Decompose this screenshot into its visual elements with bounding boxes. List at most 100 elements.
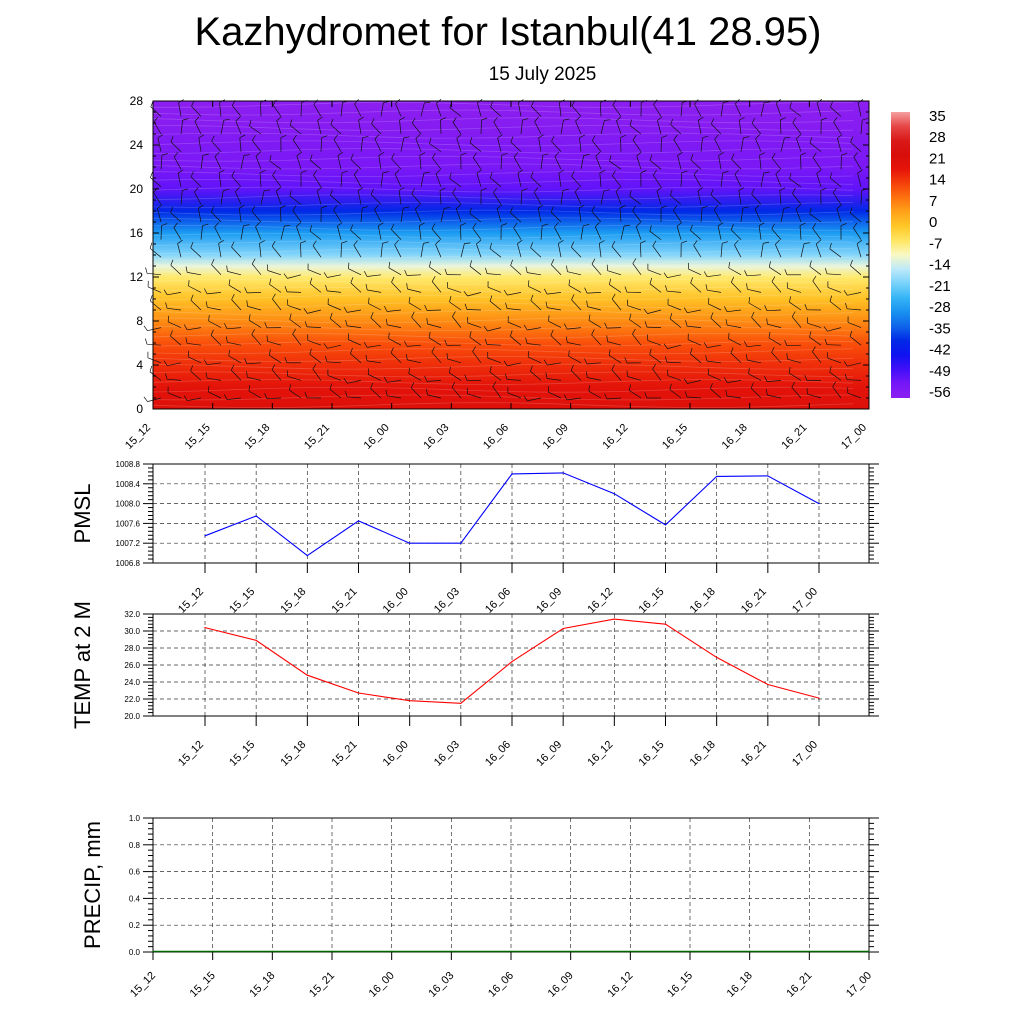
wind-barb-staff xyxy=(411,316,422,328)
x-tick-label: 16_12 xyxy=(585,586,615,616)
wind-barb xyxy=(528,280,542,293)
wind-barb xyxy=(180,118,189,135)
wind-barb xyxy=(533,187,542,205)
wind-barb xyxy=(760,171,770,187)
wind-barb-staff xyxy=(738,190,742,205)
wind-barb-feather xyxy=(490,101,494,108)
wind-barb-feather xyxy=(723,100,730,103)
wind-barb-staff xyxy=(287,274,302,279)
wind-barb-staff xyxy=(487,286,502,293)
wind-barb-feather xyxy=(537,204,544,209)
wind-barb-staff xyxy=(807,393,822,399)
wind-barb-staff xyxy=(667,304,682,311)
wind-barb-staff xyxy=(467,393,482,399)
wind-barb-feather xyxy=(485,267,488,274)
wind-barb xyxy=(292,134,302,152)
wind-barb-feather xyxy=(170,206,174,213)
wind-barb-staff xyxy=(317,120,322,135)
wind-barb xyxy=(615,187,622,205)
wind-barb-staff xyxy=(296,226,302,240)
wind-barb-feather xyxy=(796,134,802,139)
wind-barb xyxy=(543,359,562,366)
wind-barb-staff xyxy=(198,137,202,152)
wind-barb-feather xyxy=(157,134,163,139)
wind-barb-staff xyxy=(380,102,384,117)
wind-barb-staff xyxy=(289,319,302,328)
wind-barb-staff xyxy=(340,102,343,117)
wind-barb-staff xyxy=(251,263,262,276)
wind-barb xyxy=(320,135,328,152)
wind-barb xyxy=(775,169,782,187)
wind-barb xyxy=(394,169,402,187)
wind-barb xyxy=(543,288,562,295)
wind-barb-staff xyxy=(251,334,262,346)
wind-barb-feather xyxy=(697,187,703,192)
wind-barb xyxy=(530,365,542,381)
wind-barb xyxy=(304,391,322,399)
wind-barb-feather xyxy=(211,259,215,265)
wind-barb-staff xyxy=(218,172,222,187)
wind-barb-feather xyxy=(708,297,710,304)
wind-barb-staff xyxy=(727,309,742,313)
wind-barb-staff xyxy=(690,159,702,170)
wind-barb xyxy=(160,153,168,170)
wind-barb-feather xyxy=(743,341,748,347)
temp-panel: 20.022.024.026.028.030.032.015_12 15_15 15… xyxy=(70,601,879,769)
isoline xyxy=(152,217,854,224)
wind-barb-staff xyxy=(527,397,542,402)
x-tick-label: 15_18 xyxy=(242,422,272,452)
y-tick-label: 0.0 xyxy=(129,948,141,957)
wind-barb-feather xyxy=(362,206,369,209)
wind-barb xyxy=(418,222,425,240)
wind-barb-staff xyxy=(513,156,522,170)
wind-barb xyxy=(740,206,749,223)
x-tick-label: 16_06 xyxy=(483,739,513,769)
wind-barb-feather xyxy=(228,350,230,357)
data-point xyxy=(255,639,257,642)
x-tick-label: 15_15 xyxy=(188,970,218,1000)
wind-barb xyxy=(687,333,702,346)
wind-barb xyxy=(448,366,462,381)
wind-barb-feather xyxy=(829,295,833,302)
wind-barb-staff xyxy=(690,282,702,293)
wind-barb-staff xyxy=(367,289,382,293)
wind-barb xyxy=(235,116,242,135)
wind-barb-staff xyxy=(248,319,262,328)
wind-barb-feather xyxy=(426,388,428,395)
wind-barb-feather xyxy=(656,187,662,192)
wind-barb xyxy=(289,119,302,135)
wind-barb xyxy=(588,385,602,399)
wind-barb-staff xyxy=(513,227,522,240)
wind-barb xyxy=(626,299,642,311)
wind-barb-staff xyxy=(758,225,762,240)
wind-barb xyxy=(832,187,842,205)
wind-barb xyxy=(520,118,529,135)
wind-barb-staff xyxy=(517,173,522,187)
wind-barb-feather xyxy=(431,223,436,230)
wind-barb xyxy=(748,367,762,381)
wind-barb-staff xyxy=(578,208,582,223)
wind-barb-feather xyxy=(343,378,348,384)
wind-barb xyxy=(489,171,502,188)
wind-barb-staff xyxy=(779,190,782,205)
wind-barb xyxy=(365,354,382,364)
wind-barb xyxy=(847,387,862,399)
wind-barb-feather xyxy=(370,312,374,319)
wind-barb xyxy=(730,276,742,293)
wind-barb-staff xyxy=(496,208,502,223)
wind-barb xyxy=(538,134,544,152)
wind-barb-staff xyxy=(190,300,202,311)
wind-barb-staff xyxy=(548,320,562,328)
wind-barb-staff xyxy=(667,375,682,381)
wind-barb xyxy=(345,390,362,399)
wind-barb-staff xyxy=(771,228,782,240)
wind-barb xyxy=(707,368,722,381)
wind-barb-feather xyxy=(182,188,189,191)
wind-barb-feather xyxy=(849,207,853,214)
wind-barb xyxy=(611,364,622,381)
wind-barb xyxy=(464,303,482,311)
x-tick-label: 16_06 xyxy=(486,970,516,1000)
wind-barb-staff xyxy=(177,243,182,258)
wind-barb-feather xyxy=(713,204,719,211)
